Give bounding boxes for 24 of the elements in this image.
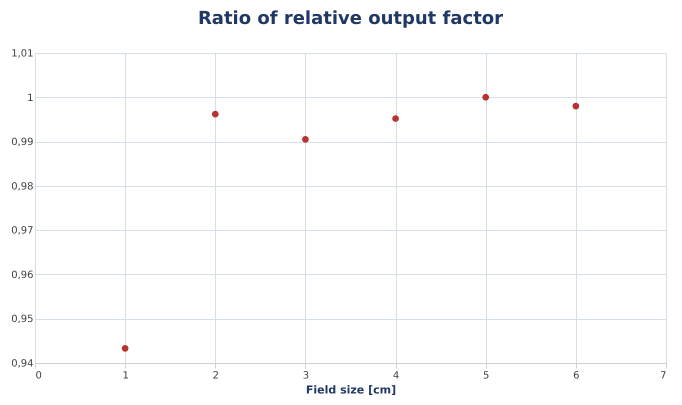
x-axis-title: Field size [cm]	[306, 384, 396, 396]
chart-title: Ratio of relative output factor	[198, 8, 504, 29]
point	[212, 110, 219, 118]
point	[572, 102, 580, 110]
y-tick-label: 0,94	[11, 358, 34, 370]
point	[122, 345, 128, 352]
y-tick-label: 0,95	[11, 314, 34, 326]
y-tick-label: 0,96	[11, 270, 34, 281]
y-tick-label: 0,99	[11, 137, 34, 148]
y-tick-label: 1,01	[11, 48, 34, 60]
y-tick-label: 1	[27, 92, 34, 104]
x-tick-label: 3	[302, 370, 310, 382]
x-tick-label: 4	[392, 370, 400, 382]
x-tick-label: 2	[212, 370, 219, 382]
point	[302, 136, 309, 143]
x-tick-label: 0	[36, 370, 42, 382]
x-tick-label: 6	[573, 370, 580, 382]
x-tick-label: 7	[660, 370, 666, 382]
x-tick-label: 5	[483, 370, 490, 382]
y-tick-label: 0,98	[11, 181, 34, 192]
point	[482, 94, 490, 101]
x-tick-label: 1	[122, 370, 129, 382]
point	[392, 115, 399, 122]
y-tick-label: 0,97	[11, 226, 34, 237]
